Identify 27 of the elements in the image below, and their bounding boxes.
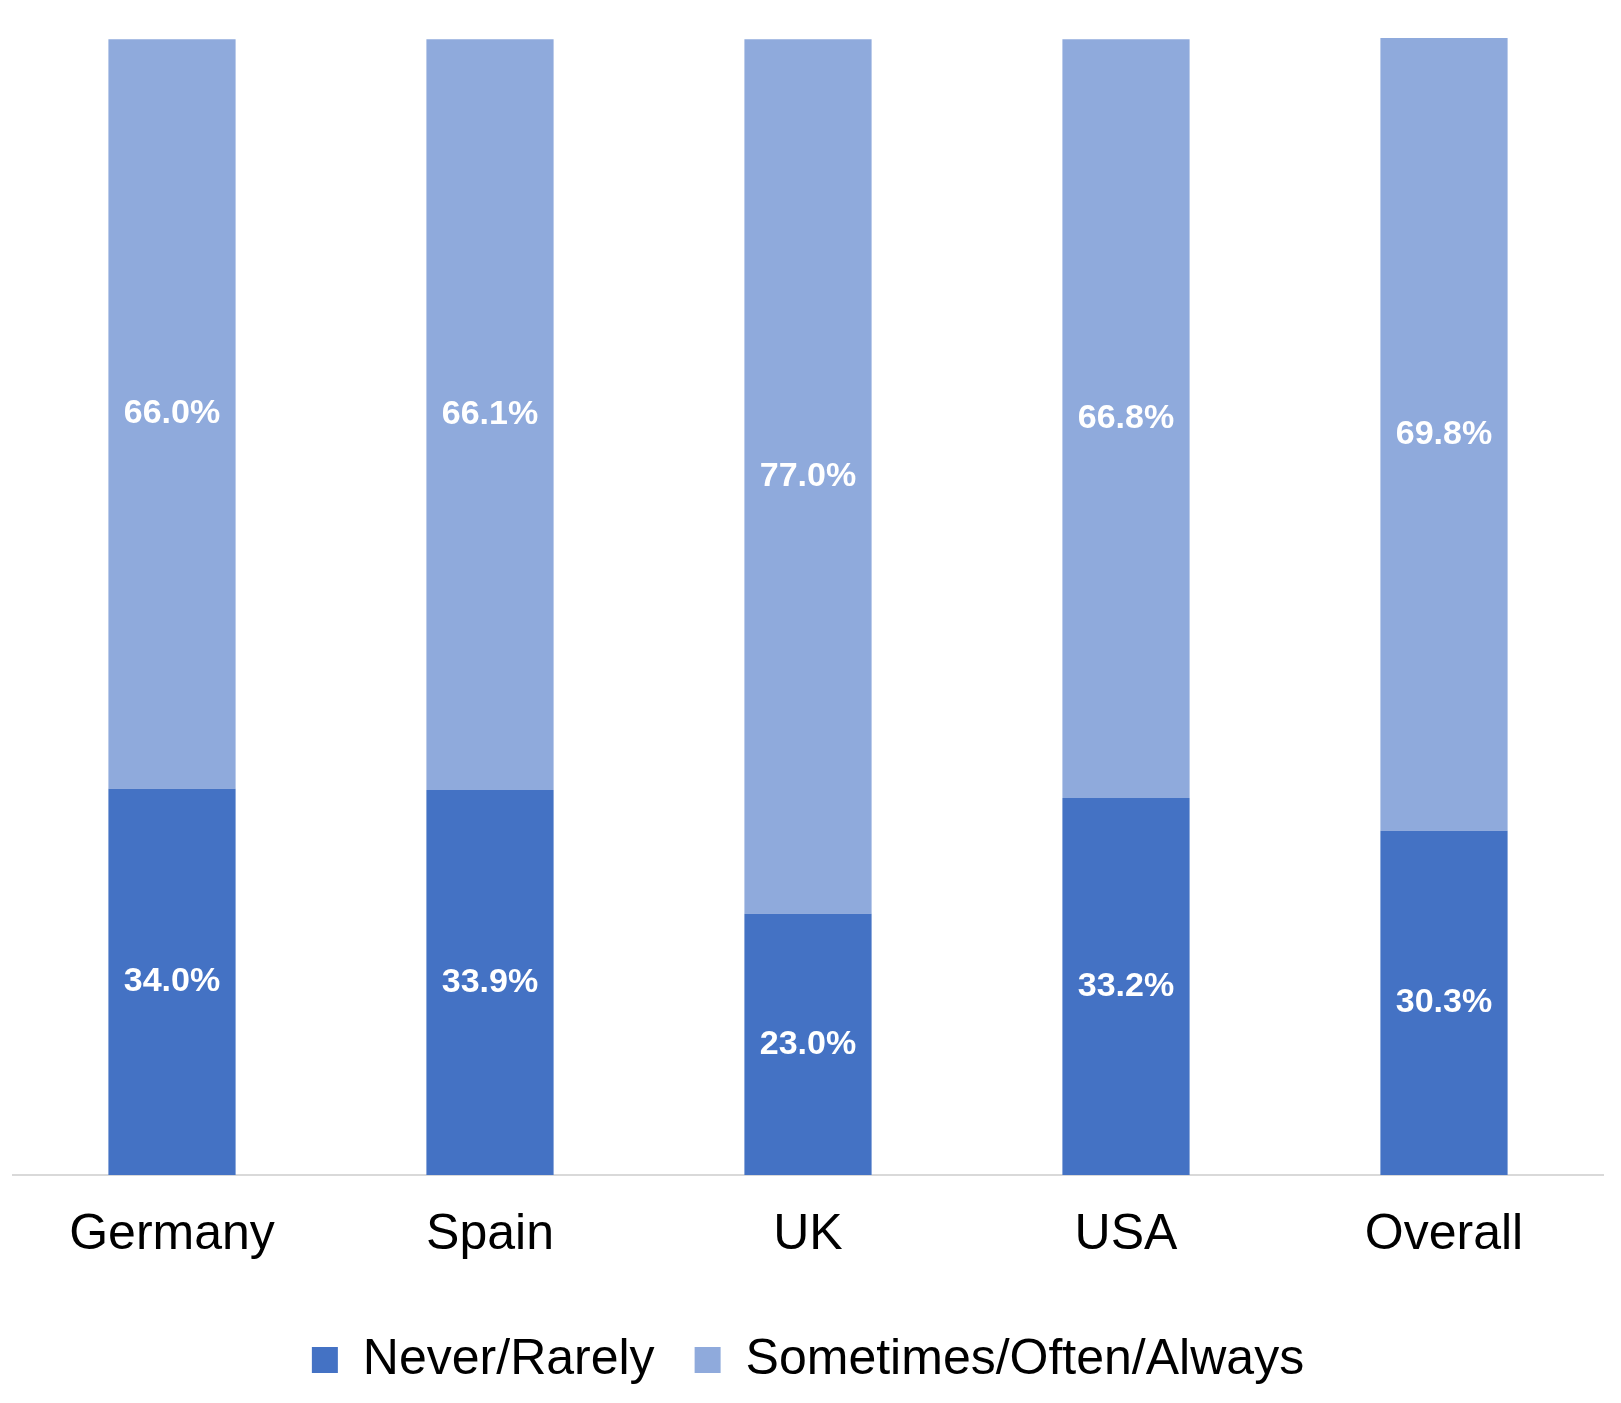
bar	[108, 788, 236, 1175]
bar	[1380, 830, 1508, 1175]
bar	[426, 789, 554, 1175]
legend-label: Sometimes/Often/Always	[745, 1328, 1305, 1385]
legend-label: Never/Rarely	[362, 1328, 655, 1385]
x-tick-label: Spain	[426, 1203, 554, 1260]
data-label: 66.0%	[123, 392, 221, 431]
bar	[1062, 797, 1190, 1175]
data-label: 66.1%	[441, 392, 539, 431]
data-label: 30.3%	[1395, 981, 1493, 1020]
data-label: 34.0%	[123, 960, 221, 999]
bar	[426, 39, 554, 790]
x-tick-label: Overall	[1364, 1203, 1524, 1260]
data-label: 33.9%	[441, 960, 539, 999]
data-label: 23.0%	[759, 1022, 857, 1061]
data-label: 66.8%	[1077, 396, 1175, 435]
bar	[744, 39, 872, 914]
data-label: 77.0%	[759, 454, 857, 493]
bar	[1062, 39, 1190, 798]
data-label: 33.2%	[1077, 964, 1175, 1003]
bar	[108, 39, 236, 789]
data-label: 69.8%	[1395, 412, 1493, 451]
x-tick-label: Germany	[69, 1203, 275, 1260]
x-tick-label: USA	[1074, 1203, 1179, 1260]
x-tick-label: UK	[773, 1203, 843, 1260]
bar	[1380, 38, 1508, 831]
bar	[744, 913, 872, 1175]
